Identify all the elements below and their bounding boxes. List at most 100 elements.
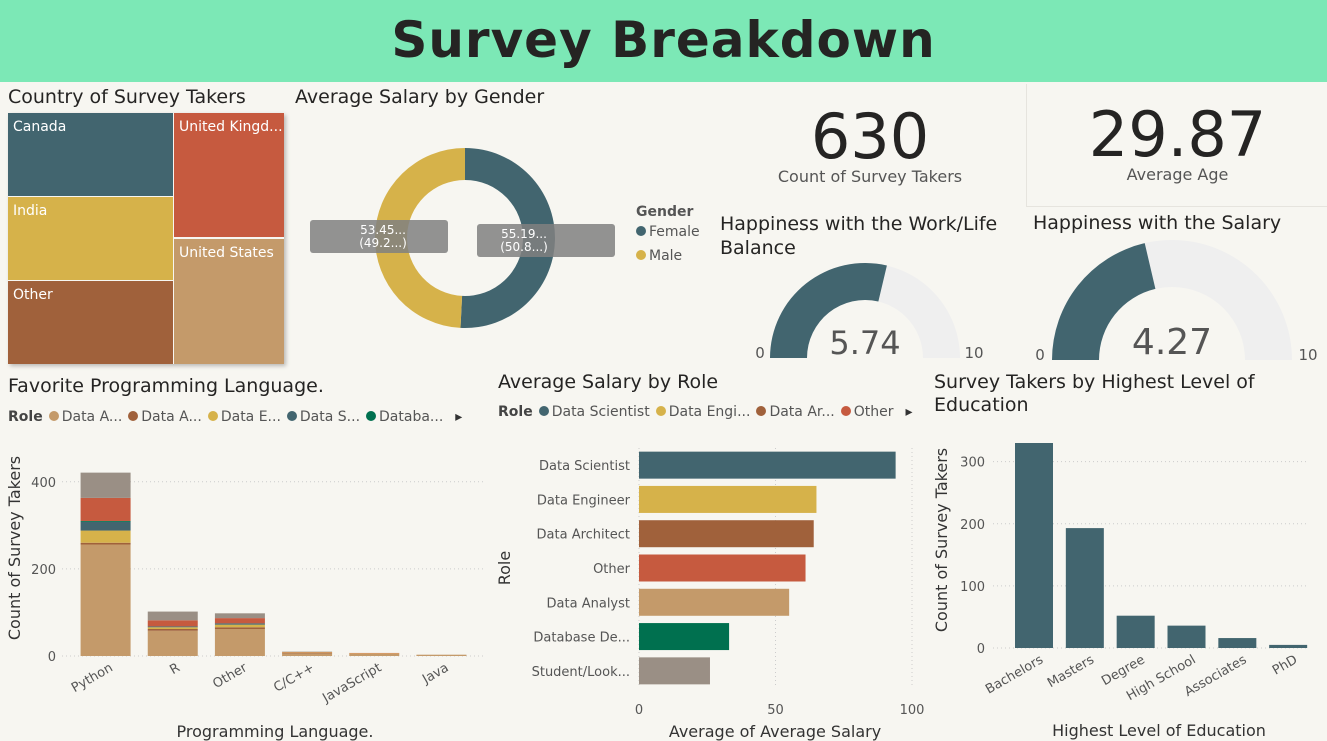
donut-value-label: 55.19...	[501, 227, 547, 241]
role-chart-title: Average Salary by Role	[498, 371, 719, 393]
role-bar[interactable]	[639, 623, 730, 651]
legend-swatch	[756, 406, 767, 416]
x-tick-label: JavaScript	[319, 660, 384, 706]
bar-segment[interactable]	[214, 627, 265, 629]
bar-segment[interactable]	[147, 630, 198, 656]
legend-item[interactable]: Other	[835, 404, 894, 420]
role-bar-chart[interactable]: 0 50 100 Data Scientist Data Engineer Data Ar…	[490, 430, 930, 741]
legend-item[interactable]: Data Ar...	[750, 404, 835, 420]
legend-item[interactable]: Data E...	[202, 409, 281, 425]
bar-segment[interactable]	[80, 521, 131, 531]
legend-next-arrow-icon[interactable]: ▸	[905, 404, 913, 420]
gender-donut-chart[interactable]: 55.19...(50.8...) 53.45...(49.2...)	[300, 140, 630, 340]
salary-happiness-gauge[interactable]: 4.27 0 10	[1030, 240, 1327, 368]
education-bar[interactable]	[1218, 638, 1257, 648]
x-axis-label: Average of Average Salary	[669, 722, 881, 741]
legend-swatch	[286, 411, 297, 421]
y-tick-label: 300	[960, 456, 985, 471]
education-bar[interactable]	[1065, 528, 1104, 648]
legend-item[interactable]: Databa...	[360, 409, 443, 425]
treemap-cell-india[interactable]: India	[8, 197, 173, 280]
bar-segment[interactable]	[80, 544, 131, 656]
education-bar[interactable]	[1116, 615, 1155, 648]
legend-label: Data Engi...	[668, 404, 751, 420]
bar-segment[interactable]	[147, 620, 198, 627]
y-tick-label: Data Scientist	[539, 459, 630, 474]
y-tick-label: 100	[960, 580, 985, 595]
role-bar[interactable]	[639, 657, 710, 685]
donut-value-label: 53.45...	[360, 223, 406, 237]
role-bar[interactable]	[639, 554, 806, 582]
role-bar[interactable]	[639, 520, 814, 548]
count-value: 630	[810, 100, 930, 173]
legend-label: Other	[853, 404, 894, 420]
donut-label-box	[310, 220, 448, 253]
legend-label: Databa...	[379, 409, 444, 425]
legend-swatch	[655, 406, 666, 416]
donut-slice-female[interactable]	[460, 148, 555, 328]
language-bar-chart[interactable]: 0 200 400 Python R Other C/C++ JavaScript Java Pr…	[0, 430, 490, 741]
treemap-label: Other	[13, 287, 53, 303]
y-tick-label: Data Engineer	[537, 493, 631, 508]
legend-label: Female	[649, 224, 700, 240]
x-tick-label: Java	[419, 660, 451, 687]
worklife-gauge[interactable]: 5.74 0 10	[745, 258, 995, 368]
education-bar[interactable]	[1269, 644, 1308, 648]
bar-segment[interactable]	[214, 628, 265, 656]
y-axis-label: Count of Survey Takers	[5, 456, 24, 640]
y-tick-label: Student/Look...	[532, 665, 630, 680]
x-tick-label: R	[167, 660, 182, 678]
legend-item[interactable]: Data S...	[281, 409, 360, 425]
role-bar[interactable]	[639, 588, 790, 616]
bar-segment[interactable]	[282, 653, 333, 656]
gauge-fill	[1052, 243, 1156, 360]
education-bar[interactable]	[1015, 443, 1053, 648]
legend-label: Male	[649, 248, 683, 264]
y-tick-label: Data Analyst	[547, 596, 630, 611]
header-banner: Survey Breakdown	[0, 0, 1327, 82]
bar-segment[interactable]	[80, 542, 131, 545]
legend-next-arrow-icon[interactable]: ▸	[455, 409, 463, 425]
legend-swatch	[366, 411, 377, 421]
bar-segment[interactable]	[80, 497, 131, 521]
bar-segment[interactable]	[147, 628, 198, 631]
language-chart-title: Favorite Programming Language.	[8, 375, 324, 397]
legend-item-female[interactable]: Female	[636, 224, 700, 240]
country-treemap[interactable]: Canada United Kingd... India United Stat…	[8, 113, 284, 364]
x-axis-label: Programming Language.	[177, 722, 374, 741]
legend-item[interactable]: Data A...	[122, 409, 202, 425]
legend-item[interactable]: Data Scientist	[533, 404, 650, 420]
education-title-line: Survey Takers by Highest Level of	[934, 371, 1255, 393]
bar-segment[interactable]	[80, 520, 131, 522]
legend-item-male[interactable]: Male	[636, 248, 700, 264]
x-tick-label: C/C++	[271, 660, 317, 695]
donut-percent-label: (49.2...)	[359, 236, 407, 250]
legend-item[interactable]: Data A...	[43, 409, 122, 425]
role-bar[interactable]	[639, 485, 817, 513]
treemap-cell-united-states[interactable]: United States	[174, 239, 284, 364]
donut-label-box	[477, 224, 615, 257]
role-bar[interactable]	[639, 451, 896, 479]
bar-segment[interactable]	[416, 654, 467, 656]
bar-segment[interactable]	[80, 472, 131, 498]
x-tick-label: PhD	[1270, 652, 1300, 678]
bar-segment[interactable]	[147, 627, 198, 629]
bar-segment[interactable]	[147, 611, 198, 621]
legend-item[interactable]: Data Engi...	[650, 404, 751, 420]
treemap-cell-other[interactable]: Other	[8, 281, 173, 364]
treemap-cell-united-kingdom[interactable]: United Kingd...	[174, 113, 284, 237]
bar-segment[interactable]	[214, 624, 265, 628]
treemap-cell-canada[interactable]: Canada	[8, 113, 173, 196]
bar-segment[interactable]	[147, 626, 198, 628]
bar-segment[interactable]	[80, 530, 131, 543]
donut-slice-male[interactable]	[374, 148, 465, 328]
gauge-value: 5.74	[829, 324, 900, 362]
bar-segment[interactable]	[214, 618, 265, 624]
y-tick-label: 200	[31, 563, 56, 578]
page-title: Survey Breakdown	[391, 11, 936, 69]
bar-segment[interactable]	[214, 613, 265, 619]
bar-segment[interactable]	[349, 653, 400, 656]
education-bar[interactable]	[1167, 625, 1206, 648]
bar-segment[interactable]	[214, 623, 265, 625]
